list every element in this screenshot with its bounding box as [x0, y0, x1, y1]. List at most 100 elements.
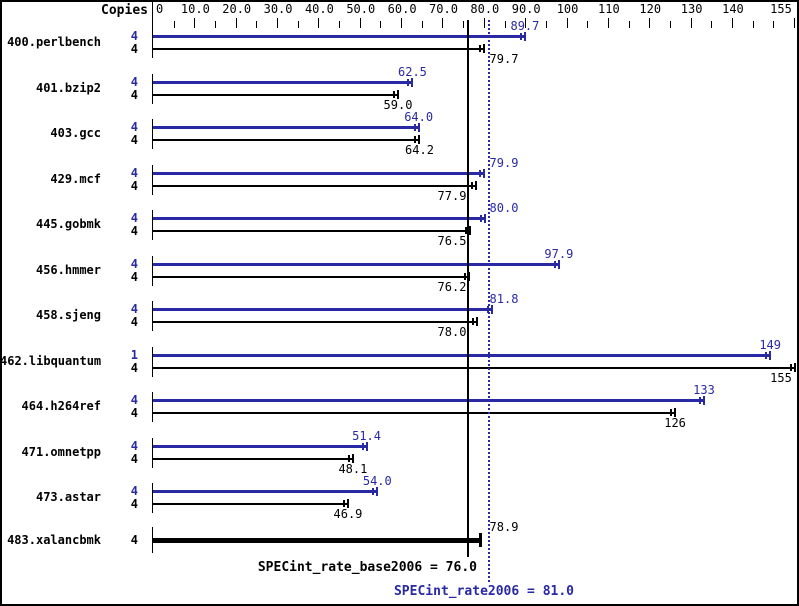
peak-value-label: 51.4 [352, 428, 382, 443]
base-bar-end-cap [469, 226, 472, 235]
base-bar [153, 412, 676, 414]
tick-label: 30.0 [263, 2, 293, 16]
peak-bar-end-cap [769, 350, 772, 360]
peak-run-tick [361, 442, 364, 450]
peak-run-tick [699, 397, 702, 404]
axis-segment [152, 392, 153, 422]
axis-segment [152, 119, 153, 149]
major-tick [318, 18, 319, 28]
peak-mean-result-label: SPECint_rate2006 = 81.0 [393, 584, 574, 599]
minor-tick [463, 21, 464, 28]
axis-segment [152, 437, 153, 468]
peak-bar [153, 262, 559, 266]
peak-bar-end-cap [557, 259, 560, 269]
base-value-label: 78.0 [437, 325, 467, 339]
base-bar-end-cap [794, 362, 796, 372]
benchmark-label: 456.hmmer [35, 262, 101, 277]
benchmark-label: 401.bzip2 [35, 80, 101, 95]
minor-tick [546, 21, 547, 28]
benchmark-label: 400.perlbench [7, 35, 101, 49]
peak-bar-end-cap [523, 32, 526, 41]
reference-line-peak [488, 20, 490, 583]
base-value-label: 76.2 [437, 279, 467, 294]
peak-bar-end-cap [483, 168, 486, 178]
base-bar [153, 184, 477, 187]
tick-label: 20.0 [222, 2, 252, 16]
base-run-tick [414, 136, 417, 143]
minor-tick [422, 21, 423, 28]
axis-segment [152, 526, 153, 553]
base-bar [153, 230, 471, 232]
tick-label: 130 [680, 2, 703, 16]
copies-value-peak: 4 [130, 120, 138, 134]
tick-label: 110 [598, 2, 620, 16]
major-tick [401, 18, 402, 28]
copies-value-base: 4 [130, 133, 138, 147]
axis-segment [152, 346, 153, 377]
peak-value-label: 64.0 [404, 110, 434, 124]
peak-bar-end-cap [417, 123, 420, 132]
peak-bar [153, 171, 485, 175]
base-value-label: 46.9 [333, 507, 363, 521]
copies-value-peak: 4 [130, 29, 138, 43]
base-bar-end-cap [482, 44, 485, 53]
peak-bar-end-cap [411, 77, 414, 87]
tick-label: 50.0 [346, 2, 376, 16]
peak-bar [153, 353, 771, 357]
tick-label: 120 [639, 2, 662, 16]
base-bar-end-cap [475, 317, 478, 326]
axis-segment [152, 28, 153, 58]
tick-label: 155 [770, 2, 792, 16]
base-run-tick [478, 45, 481, 52]
major-tick [608, 18, 609, 28]
copies-value-peak: 4 [130, 302, 138, 316]
minor-tick [711, 21, 712, 28]
peak-bar-end-cap [365, 441, 368, 451]
peak-run-tick [479, 215, 482, 222]
peak-run-tick [479, 169, 482, 177]
peak-bar-end-cap [483, 214, 486, 223]
major-tick [794, 18, 795, 28]
major-tick [525, 18, 526, 28]
minor-tick [587, 21, 588, 28]
peak-run-tick [765, 351, 768, 359]
base-value-label: 78.9 [489, 519, 519, 534]
copies-value-base: 4 [130, 406, 138, 420]
peak-bar [153, 490, 378, 493]
axis-segment [152, 210, 153, 240]
major-tick [691, 18, 692, 28]
copies-value-peak: 4 [130, 165, 138, 180]
major-tick [484, 18, 485, 28]
reference-line-base [467, 20, 469, 557]
base-bar-end-cap [674, 408, 677, 417]
base-run-tick [347, 454, 350, 462]
peak-bar [153, 217, 485, 220]
base-run-tick [471, 181, 474, 189]
major-tick [360, 18, 361, 28]
base-value-label: 48.1 [338, 461, 368, 476]
minor-tick [215, 21, 216, 28]
minor-tick [174, 21, 175, 28]
tick-label: 80.0 [470, 2, 500, 16]
minor-tick [505, 21, 506, 28]
base-bar [153, 457, 353, 460]
major-tick [194, 18, 195, 28]
copies-value-base: 4 [130, 269, 138, 284]
peak-bar [153, 399, 705, 402]
minor-tick [339, 21, 340, 28]
tick-label: 100 [556, 2, 579, 16]
peak-value-label: 89.7 [510, 19, 540, 33]
copies-value-peak: 4 [130, 256, 138, 271]
copies-value-peak: 4 [130, 74, 138, 89]
axis-zero-label: 0 [156, 2, 164, 16]
minor-tick [380, 21, 381, 28]
benchmark-label: 429.mcf [50, 171, 101, 186]
peak-value-label: 133 [693, 383, 715, 397]
copies-value-peak: 4 [130, 211, 138, 225]
base-bar [153, 93, 398, 96]
benchmark-label: 471.omnetpp [21, 444, 101, 459]
peak-bar-end-cap [376, 487, 379, 496]
copies-value-peak: 4 [130, 393, 138, 407]
tick-label: 10.0 [180, 2, 210, 16]
benchmark-label: 464.h264ref [21, 399, 101, 413]
